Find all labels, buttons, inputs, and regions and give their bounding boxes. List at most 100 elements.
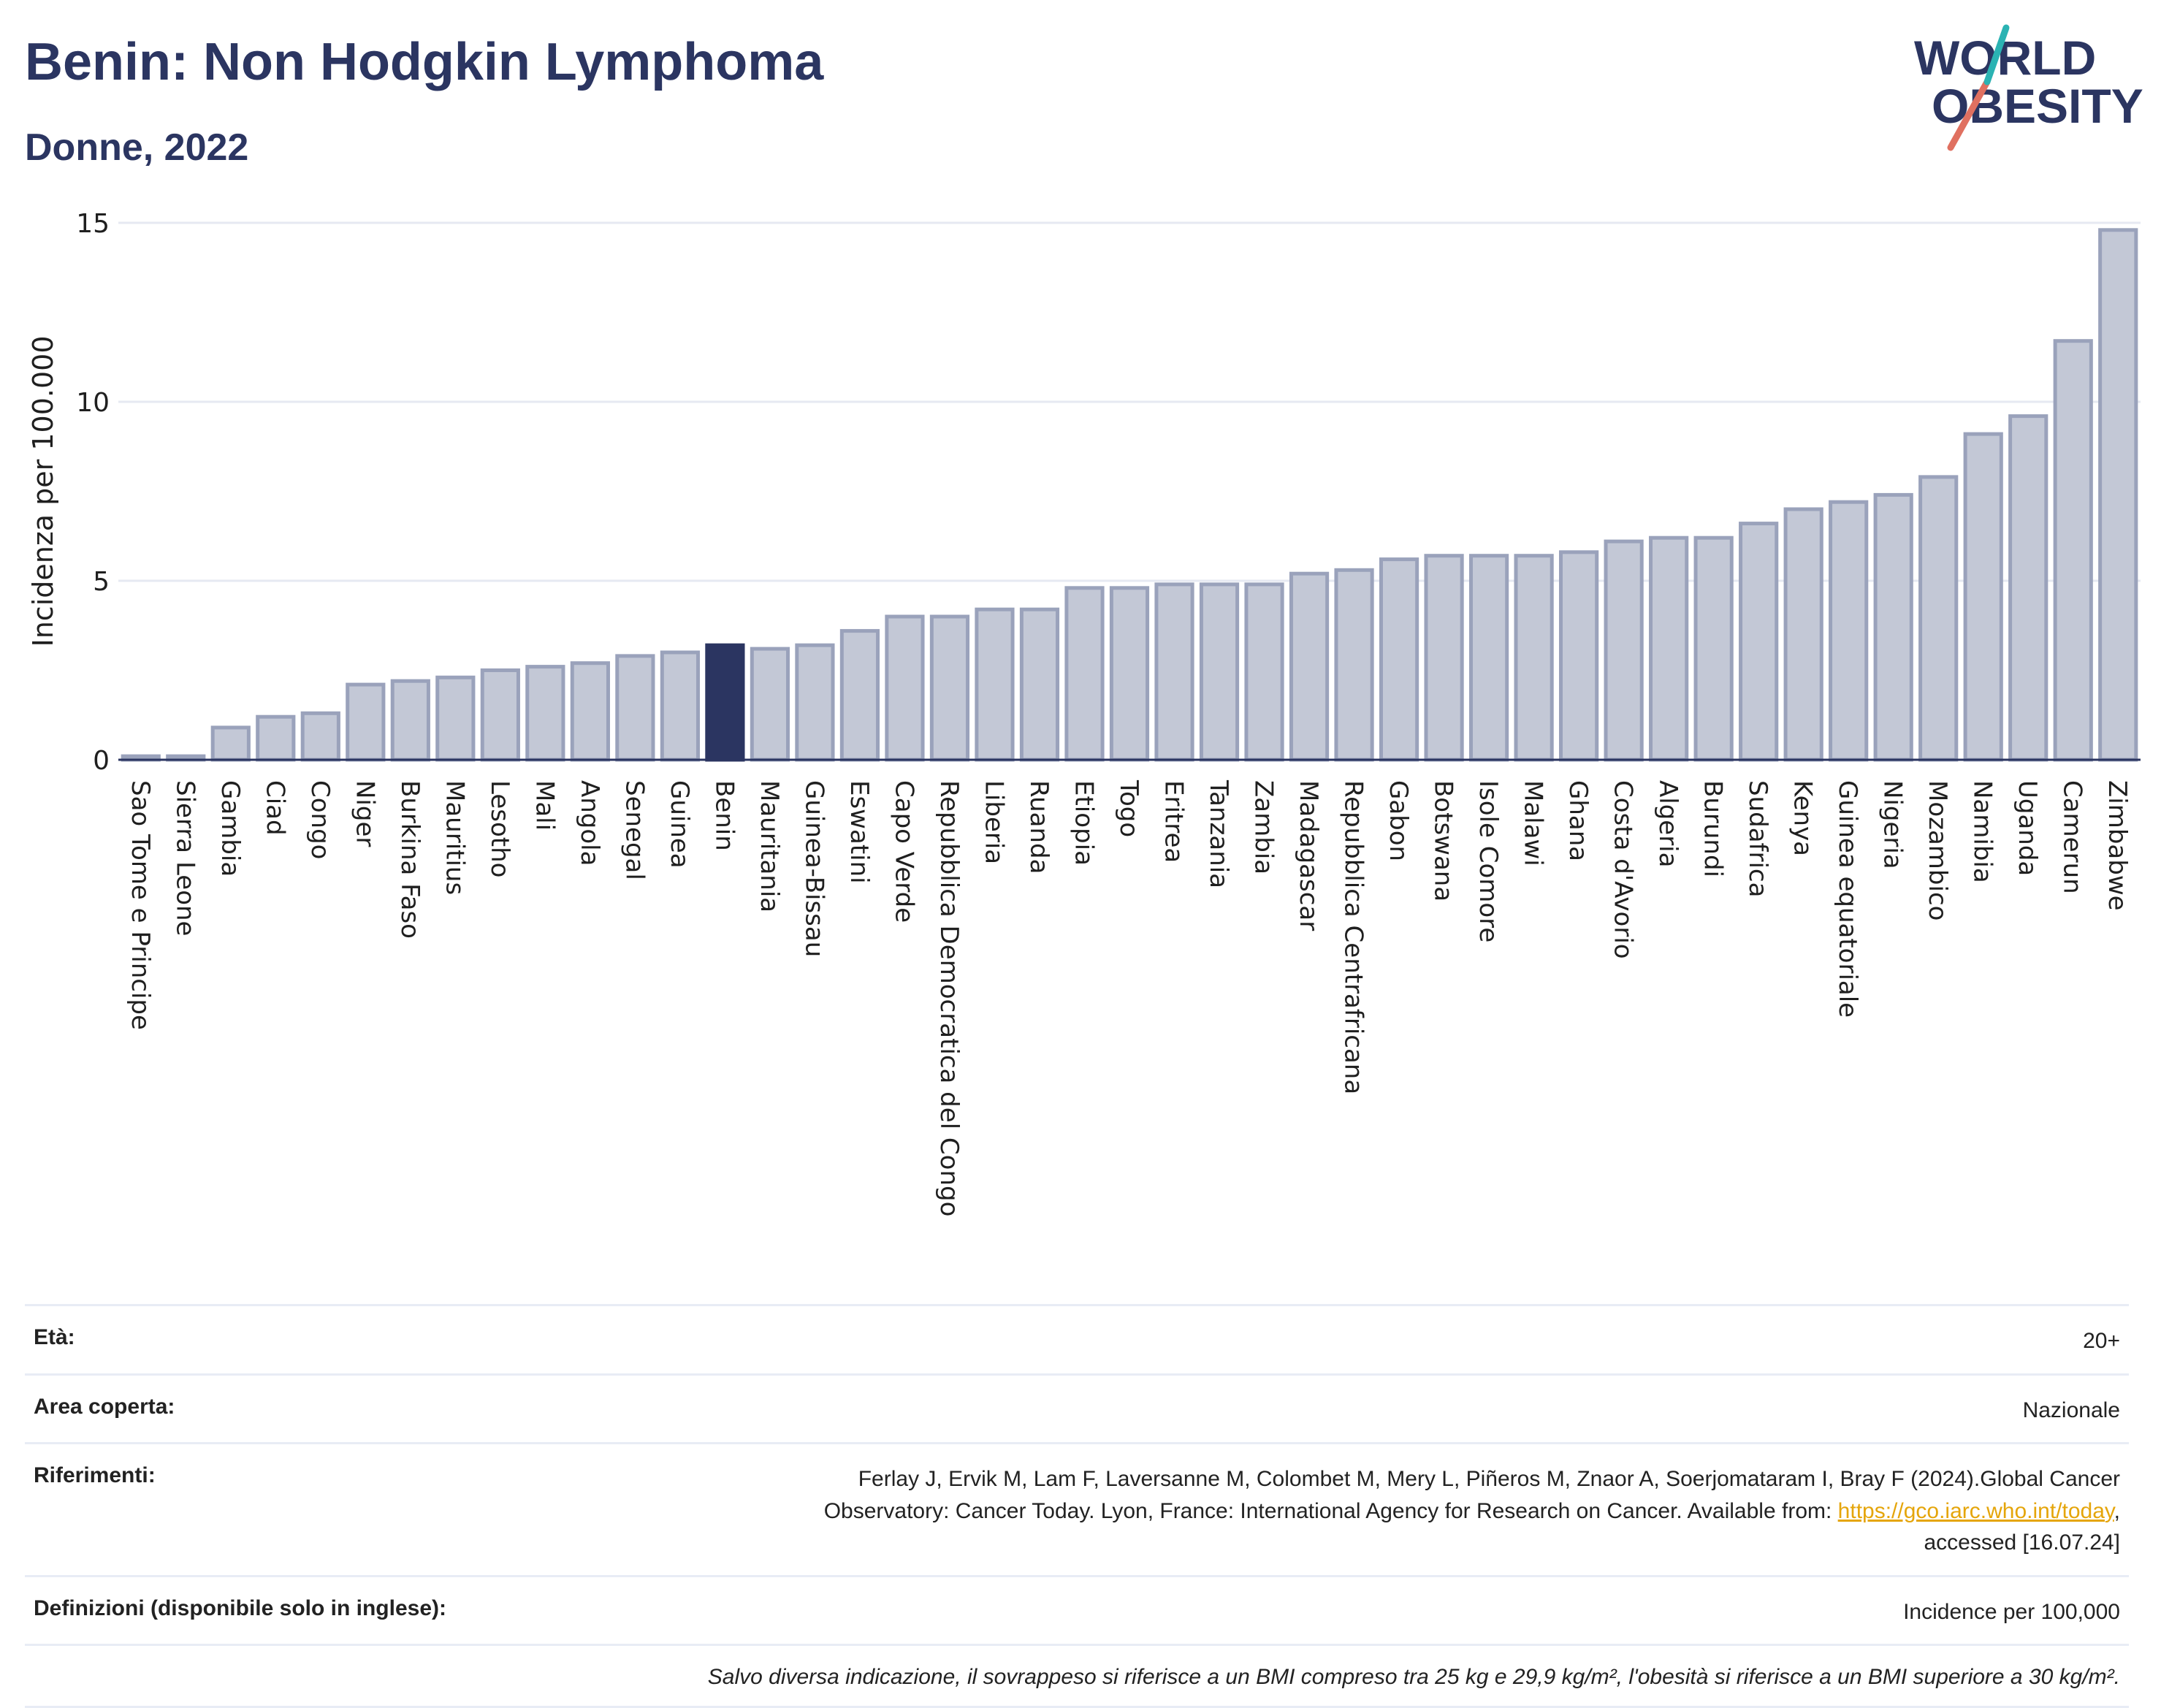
bar-lesotho (480, 668, 520, 762)
x-tick-label: Mali (530, 780, 559, 831)
x-tick-label: Guinea equatoriale (1833, 780, 1862, 1018)
x-tick-label: Sudafrica (1743, 780, 1772, 897)
x-tick-label: Zambia (1249, 780, 1278, 874)
bar-ruanda (1019, 607, 1060, 762)
bar-angola (570, 661, 610, 762)
world-obesity-logo: WORLD OBESITY (1914, 24, 2143, 151)
bar-namibia (1963, 432, 2003, 762)
bar-capo-verde (885, 614, 925, 762)
x-tick-label: Sao Tome e Principe (126, 780, 155, 1030)
bar-gambia (210, 725, 251, 762)
page-title: Benin: Non Hodgkin Lymphoma (25, 33, 824, 91)
x-tick-label: Lesotho (485, 780, 514, 877)
footnote: Salvo diversa indicazione, il sovrappeso… (25, 1644, 2129, 1708)
bar-eswatini (839, 629, 880, 762)
bar-guinea-equatoriale (1829, 500, 1869, 762)
x-tick-label: Gabon (1384, 780, 1413, 861)
bar-mali (525, 665, 565, 762)
bar-congo (300, 711, 340, 762)
meta-value-coverage: Nazionale (2022, 1398, 2120, 1422)
x-tick-label: Zimbabwe (2103, 780, 2132, 911)
bar-isole-comore (1468, 554, 1509, 762)
bar-nigeria (1873, 492, 1913, 762)
bar-niger (346, 682, 386, 762)
x-tick-label: Algeria (1653, 780, 1682, 867)
bar-uganda (2008, 414, 2048, 762)
bar-etiopia (1064, 586, 1105, 762)
bar-camerun (2053, 339, 2093, 762)
bar-zimbabwe (2098, 228, 2138, 762)
x-tick-label: Tanzania (1204, 779, 1233, 888)
bar-guinea-bissau (795, 643, 835, 762)
bar-sudafrica (1739, 522, 1779, 762)
x-tick-label: Sierra Leone (170, 780, 199, 936)
x-tick-label: Eswatini (845, 780, 874, 884)
reference-text-line1: Ferlay J, Ervik M, Lam F, Laversanne M, … (858, 1467, 2120, 1491)
x-tick-label: Mozambico (1923, 780, 1952, 920)
bar-eritrea (1154, 582, 1194, 762)
bar-mozambico (1918, 475, 1959, 762)
meta-value-age: 20+ (2083, 1329, 2120, 1353)
bar-mauritius (435, 675, 476, 762)
x-axis-labels: Sao Tome e Principe Sierra Leone Gambia Cia… (126, 779, 2132, 1216)
x-tick-label: Kenya (1788, 780, 1818, 856)
reference-text-line3: accessed [16.07.24] (1924, 1530, 2120, 1555)
meta-row-references: Riferimenti: Ferlay J, Ervik M, Lam F, L… (25, 1442, 2129, 1575)
page-subtitle: Donne, 2022 (25, 126, 249, 169)
x-tick-label: Ciad (260, 780, 289, 836)
bar-gabon (1379, 557, 1419, 762)
bar-burundi (1693, 535, 1734, 762)
x-tick-label: Mauritius (440, 780, 469, 895)
y-tick-label: 10 (76, 388, 110, 418)
bar-benin (705, 643, 745, 762)
bar-repubblica-democratica-del-congo (929, 614, 970, 762)
x-tick-label: Malawi (1519, 780, 1548, 866)
meta-value-references: Ferlay J, Ervik M, Lam F, Laversanne M, … (824, 1463, 2120, 1559)
meta-row-definitions: Definizioni (disponibile solo in inglese… (25, 1574, 2129, 1644)
bar-chart: 0 5 10 15 Sao Tome e Principe Sierra Leone Ga… (27, 209, 2141, 1216)
x-tick-label: Isole Comore (1474, 780, 1503, 942)
bar-costa-d-avorio (1604, 539, 1644, 762)
x-tick-label: Capo Verde (889, 780, 918, 923)
reference-text-comma: , (2114, 1498, 2120, 1523)
y-tick-label: 15 (76, 209, 110, 239)
bar-repubblica-centrafricana (1334, 568, 1374, 762)
bar-guinea (660, 650, 700, 762)
x-tick-label: Angola (575, 780, 604, 866)
bar-ciad (256, 714, 296, 762)
y-tick-label: 5 (93, 567, 110, 597)
x-tick-label: Ruanda (1024, 780, 1053, 874)
x-tick-label: Uganda (2013, 780, 2042, 876)
bar-burkina-faso (390, 679, 430, 762)
bar-tanzania (1199, 582, 1240, 762)
x-tick-label: Benin (709, 780, 739, 851)
bars (121, 228, 2138, 762)
meta-label-references: Riferimenti: (34, 1463, 156, 1487)
bar-algeria (1649, 535, 1689, 762)
x-tick-label: Nigeria (1878, 780, 1907, 869)
y-axis-title: Incidenza per 100.000 (27, 336, 59, 647)
x-tick-label: Namibia (1968, 780, 1997, 883)
bar-senegal (615, 654, 655, 762)
bar-kenya (1783, 507, 1823, 762)
x-tick-label: Gambia (216, 780, 245, 877)
x-tick-label: Guinea (665, 780, 694, 869)
x-tick-label: Burundi (1699, 780, 1728, 877)
bar-mauritania (750, 647, 790, 762)
reference-link[interactable]: https://gco.iarc.who.int/today (1837, 1498, 2114, 1523)
x-tick-label: Congo (305, 780, 335, 859)
x-tick-label: Costa d'Avorio (1609, 780, 1638, 959)
x-tick-label: Mauritania (755, 780, 784, 912)
x-tick-label: Repubblica Democratica del Congo (934, 780, 964, 1216)
x-tick-label: Niger (350, 780, 379, 847)
bar-togo (1109, 586, 1150, 762)
x-tick-label: Eritrea (1159, 780, 1189, 863)
x-tick-label: Camerun (2058, 780, 2087, 894)
meta-row-age: Età: 20+ (25, 1304, 2129, 1373)
bar-malawi (1514, 554, 1554, 762)
x-tick-label: Liberia (979, 780, 1008, 864)
x-tick-label: Senegal (620, 780, 649, 880)
reference-text-line2: Observatory: Cancer Today. Lyon, France:… (823, 1498, 1838, 1523)
metadata-table: Età: 20+ Area coperta: Nazionale Riferim… (25, 1304, 2129, 1708)
bar-zambia (1244, 582, 1284, 762)
